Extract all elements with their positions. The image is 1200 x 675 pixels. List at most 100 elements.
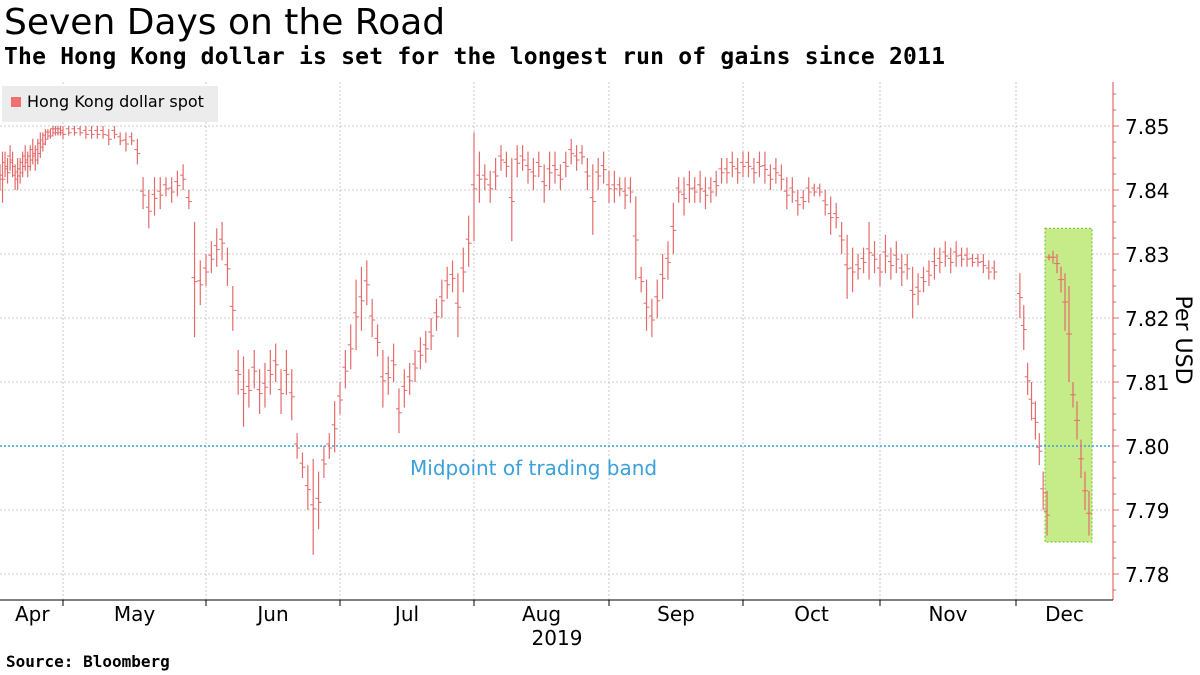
price-bar: [88, 126, 95, 139]
price-bar: [686, 170, 693, 203]
price-bar: [395, 388, 402, 434]
price-bar: [4, 158, 11, 184]
price-bar: [659, 254, 666, 299]
price-bar: [1028, 382, 1035, 421]
price-bar: [508, 158, 515, 242]
price-bar: [449, 260, 456, 293]
price-bar: [151, 177, 158, 216]
price-bar: [893, 241, 900, 274]
x-tick-label: Oct: [794, 602, 829, 626]
price-bar: [595, 158, 602, 190]
price-bar: [65, 126, 72, 136]
x-tick-label: Apr: [15, 602, 50, 626]
price-bar: [100, 126, 107, 139]
price-bar: [358, 266, 365, 331]
price-bar: [750, 158, 757, 184]
legend: [2, 86, 218, 122]
price-bar: [616, 177, 623, 197]
price-bar: [347, 324, 354, 370]
price-bar: [331, 401, 338, 453]
price-bar: [920, 266, 927, 293]
price-bar: [767, 164, 774, 190]
price-bar: [128, 132, 135, 146]
price-bar: [412, 350, 419, 382]
y-tick-label: 7.79: [1125, 499, 1170, 523]
price-bar: [342, 350, 349, 389]
price-bar: [816, 183, 823, 197]
price-bar: [925, 260, 932, 286]
price-bar: [772, 158, 779, 184]
y-tick-label: 7.83: [1125, 243, 1170, 267]
price-bar: [985, 260, 992, 280]
price-bar: [444, 266, 451, 299]
price-bar: [871, 241, 878, 274]
grid-layer: [0, 82, 1113, 600]
price-bar: [251, 350, 258, 389]
price-bar: [535, 151, 542, 178]
price-bar: [1058, 266, 1064, 293]
price-bar: [229, 286, 236, 331]
price-bar: [622, 177, 629, 210]
y-tick-label: 7.78: [1125, 563, 1170, 587]
x-tick-label: Jul: [393, 602, 419, 626]
price-bar: [805, 177, 812, 203]
price-bar: [670, 202, 677, 254]
price-bar: [71, 126, 78, 136]
price-bar: [82, 126, 89, 139]
price-bar: [898, 254, 905, 286]
price-bar: [745, 151, 752, 178]
price-bar: [860, 247, 867, 274]
price-bar: [185, 190, 192, 210]
price-bar: [713, 170, 720, 197]
y-axis-title: Per USD: [1170, 295, 1195, 384]
price-bar: [1062, 273, 1068, 331]
legend-label: Hong Kong dollar spot: [27, 92, 204, 111]
price-bar: [718, 158, 725, 184]
price-bar: [304, 465, 311, 510]
chart-title: Seven Days on the Road: [4, 2, 446, 43]
price-bar: [734, 158, 741, 184]
price-bar: [481, 164, 488, 190]
price-bar: [111, 126, 118, 139]
midpoint-label: Midpoint of trading band: [410, 456, 657, 480]
price-bar: [454, 273, 461, 338]
x-tick-label: Jun: [255, 602, 288, 626]
reference-line-layer: Midpoint of trading band: [0, 445, 1113, 480]
price-bar: [811, 183, 818, 197]
price-bar: [514, 145, 521, 178]
price-bar: [691, 177, 698, 203]
price-bar: [379, 350, 386, 408]
chart-subtitle: The Hong Kong dollar is set for the long…: [4, 44, 946, 70]
source-note: Source: Bloomberg: [6, 652, 170, 671]
price-bar: [627, 177, 634, 203]
x-tick-label: May: [114, 602, 156, 626]
price-bar: [174, 170, 181, 197]
price-bar: [353, 279, 360, 350]
highlight-layer: [1044, 227, 1093, 543]
price-bar: [240, 356, 247, 427]
price-bar: [969, 254, 976, 267]
price-bar: [822, 190, 829, 216]
price-bar: [168, 177, 175, 203]
price-bar: [794, 190, 801, 216]
price-bar: [1016, 273, 1023, 318]
price-bar: [1050, 250, 1056, 264]
price-bar: [401, 369, 408, 408]
price-bar: [611, 170, 618, 203]
axis-layer: 7.78 7.79 7.80 7.81 7.82 7.83 7.84 7.85 Apr May Ju…: [0, 82, 1195, 650]
price-bar: [931, 247, 938, 280]
price-bar: [562, 151, 569, 178]
price-bar: [1040, 471, 1047, 510]
price-bar: [1054, 254, 1060, 274]
price-bar: [261, 362, 268, 408]
price-bar: [1036, 433, 1043, 466]
price-bar: [953, 241, 960, 267]
price-bar: [866, 222, 873, 280]
price-bar: [320, 446, 327, 478]
price-bar: [942, 241, 949, 267]
price-bar: [643, 279, 650, 331]
price-bar: [363, 260, 370, 306]
price-bar: [406, 362, 413, 395]
price-bar: [157, 177, 164, 210]
price-bar: [1070, 382, 1076, 408]
